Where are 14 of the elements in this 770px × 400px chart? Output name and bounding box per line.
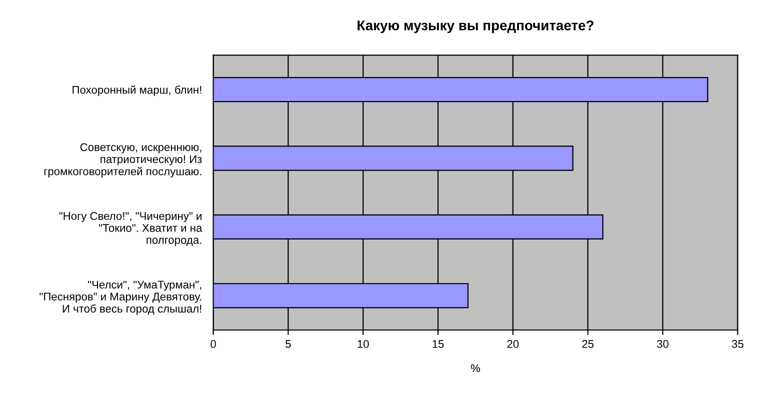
x-tick-label: 25 bbox=[582, 340, 594, 348]
x-axis-title: % bbox=[470, 364, 480, 372]
chart-title: Какую музыку вы предпочитаете? bbox=[358, 20, 594, 34]
x-tick-label: 10 bbox=[358, 340, 369, 348]
x-tick-label: 35 bbox=[732, 340, 744, 348]
y-tick-label: Советскую, искреннюю, патриотическую! Из громкоговорителей послушаю. bbox=[44, 143, 202, 178]
x-tick-label: 5 bbox=[286, 340, 291, 348]
y-tick-label: Похоронный марш, блин! bbox=[72, 85, 202, 96]
y-tick-label: "Ногу Свело!", "Чичерину" и "Токио". Хватит и на полгорода. bbox=[59, 212, 202, 246]
x-tick-label: 15 bbox=[432, 340, 444, 348]
x-tick-label: 20 bbox=[507, 340, 519, 348]
y-tick-label: "Челси", "УмаТурман", "Песняров" и Марину Девятову. И чтоб весь город слышал! bbox=[40, 280, 202, 315]
x-tick-label: 30 bbox=[656, 340, 668, 348]
x-tick-label: 0 bbox=[210, 340, 216, 348]
